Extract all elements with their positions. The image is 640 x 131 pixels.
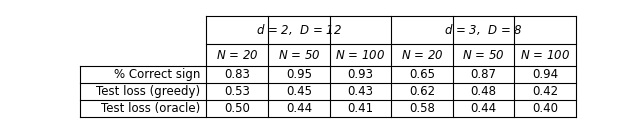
Text: $N$ = 20: $N$ = 20 [216, 49, 259, 62]
Text: 0.48: 0.48 [470, 85, 497, 98]
Text: 0.44: 0.44 [286, 102, 312, 115]
Text: 0.53: 0.53 [225, 85, 250, 98]
Text: 0.50: 0.50 [225, 102, 250, 115]
Text: 0.87: 0.87 [470, 68, 497, 81]
Text: $N$ = 50: $N$ = 50 [278, 49, 320, 62]
Text: 0.65: 0.65 [409, 68, 435, 81]
Text: $N$ = 50: $N$ = 50 [462, 49, 505, 62]
Text: 0.40: 0.40 [532, 102, 558, 115]
Text: $N$ = 20: $N$ = 20 [401, 49, 444, 62]
Text: $N$ = 100: $N$ = 100 [335, 49, 385, 62]
Text: 0.58: 0.58 [409, 102, 435, 115]
Text: $d$ = 2,  $D$ = 12: $d$ = 2, $D$ = 12 [256, 22, 342, 37]
Text: $d$ = 3,  $D$ = 8: $d$ = 3, $D$ = 8 [444, 22, 523, 37]
Text: 0.62: 0.62 [409, 85, 435, 98]
Text: 0.45: 0.45 [286, 85, 312, 98]
Text: 0.94: 0.94 [532, 68, 558, 81]
Text: % Correct sign: % Correct sign [114, 68, 200, 81]
Text: Test loss (oracle): Test loss (oracle) [101, 102, 200, 115]
Text: 0.41: 0.41 [348, 102, 374, 115]
Text: 0.43: 0.43 [348, 85, 374, 98]
Text: 0.93: 0.93 [348, 68, 374, 81]
Text: $N$ = 100: $N$ = 100 [520, 49, 570, 62]
Text: 0.83: 0.83 [225, 68, 250, 81]
Text: 0.44: 0.44 [470, 102, 497, 115]
Text: 0.42: 0.42 [532, 85, 558, 98]
Text: 0.95: 0.95 [286, 68, 312, 81]
Text: Test loss (greedy): Test loss (greedy) [97, 85, 200, 98]
